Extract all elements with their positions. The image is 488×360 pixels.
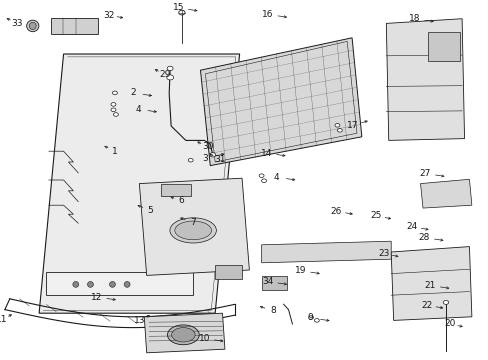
Ellipse shape — [111, 103, 116, 106]
Text: 3: 3 — [202, 154, 208, 163]
Text: 23: 23 — [377, 249, 389, 258]
Text: 14: 14 — [260, 149, 272, 158]
Polygon shape — [386, 19, 464, 140]
Text: 21: 21 — [424, 281, 435, 290]
FancyBboxPatch shape — [51, 18, 98, 34]
Text: 30: 30 — [202, 142, 213, 151]
Text: 29: 29 — [159, 70, 171, 79]
Text: 25: 25 — [370, 211, 382, 220]
Text: 10: 10 — [198, 334, 210, 343]
Text: 31: 31 — [214, 154, 225, 163]
Text: 24: 24 — [406, 222, 417, 231]
Text: 9: 9 — [307, 313, 313, 323]
Polygon shape — [139, 178, 249, 275]
Text: 32: 32 — [102, 10, 114, 19]
FancyBboxPatch shape — [161, 184, 190, 196]
Text: 34: 34 — [262, 277, 273, 286]
Polygon shape — [261, 241, 390, 263]
Text: 16: 16 — [262, 10, 273, 19]
Ellipse shape — [334, 123, 339, 127]
Text: 27: 27 — [419, 169, 430, 178]
Text: 5: 5 — [147, 206, 153, 215]
Text: 18: 18 — [408, 14, 420, 23]
Ellipse shape — [73, 282, 79, 287]
Ellipse shape — [170, 218, 216, 243]
Ellipse shape — [29, 22, 36, 30]
Text: 8: 8 — [269, 306, 275, 315]
FancyBboxPatch shape — [215, 265, 242, 279]
Polygon shape — [39, 54, 239, 313]
Ellipse shape — [188, 158, 193, 162]
Text: 28: 28 — [418, 233, 429, 242]
Ellipse shape — [175, 221, 211, 240]
Ellipse shape — [167, 325, 199, 345]
Ellipse shape — [112, 91, 117, 95]
Ellipse shape — [337, 129, 342, 132]
Text: 33: 33 — [11, 19, 23, 28]
FancyBboxPatch shape — [427, 32, 459, 61]
Text: 11: 11 — [0, 315, 7, 324]
Ellipse shape — [124, 282, 130, 287]
Text: 17: 17 — [346, 121, 358, 130]
Text: 4: 4 — [273, 173, 279, 181]
Text: 7: 7 — [190, 217, 196, 227]
Text: 2: 2 — [130, 88, 136, 97]
Ellipse shape — [261, 179, 266, 183]
Polygon shape — [144, 313, 224, 353]
Text: 12: 12 — [91, 292, 102, 301]
Ellipse shape — [259, 174, 264, 177]
FancyBboxPatch shape — [261, 276, 286, 290]
Text: 26: 26 — [330, 207, 342, 216]
Ellipse shape — [442, 300, 448, 304]
FancyBboxPatch shape — [46, 272, 193, 295]
Ellipse shape — [109, 282, 115, 287]
Polygon shape — [200, 38, 361, 166]
Ellipse shape — [179, 10, 185, 15]
Text: 6: 6 — [178, 197, 183, 205]
Ellipse shape — [111, 108, 116, 112]
Text: 1: 1 — [112, 147, 118, 156]
Ellipse shape — [166, 75, 173, 80]
Text: 20: 20 — [443, 320, 455, 328]
Ellipse shape — [308, 316, 313, 319]
Ellipse shape — [87, 282, 93, 287]
Text: 13: 13 — [133, 316, 145, 325]
Ellipse shape — [314, 319, 319, 322]
Polygon shape — [390, 247, 471, 320]
Ellipse shape — [171, 328, 195, 342]
Text: 22: 22 — [420, 301, 432, 310]
Ellipse shape — [167, 66, 173, 71]
Ellipse shape — [26, 20, 39, 32]
Text: 19: 19 — [294, 266, 306, 275]
Ellipse shape — [113, 113, 118, 116]
Text: 15: 15 — [172, 3, 184, 12]
Polygon shape — [420, 179, 471, 208]
Text: 4: 4 — [135, 104, 141, 113]
Ellipse shape — [209, 153, 215, 157]
